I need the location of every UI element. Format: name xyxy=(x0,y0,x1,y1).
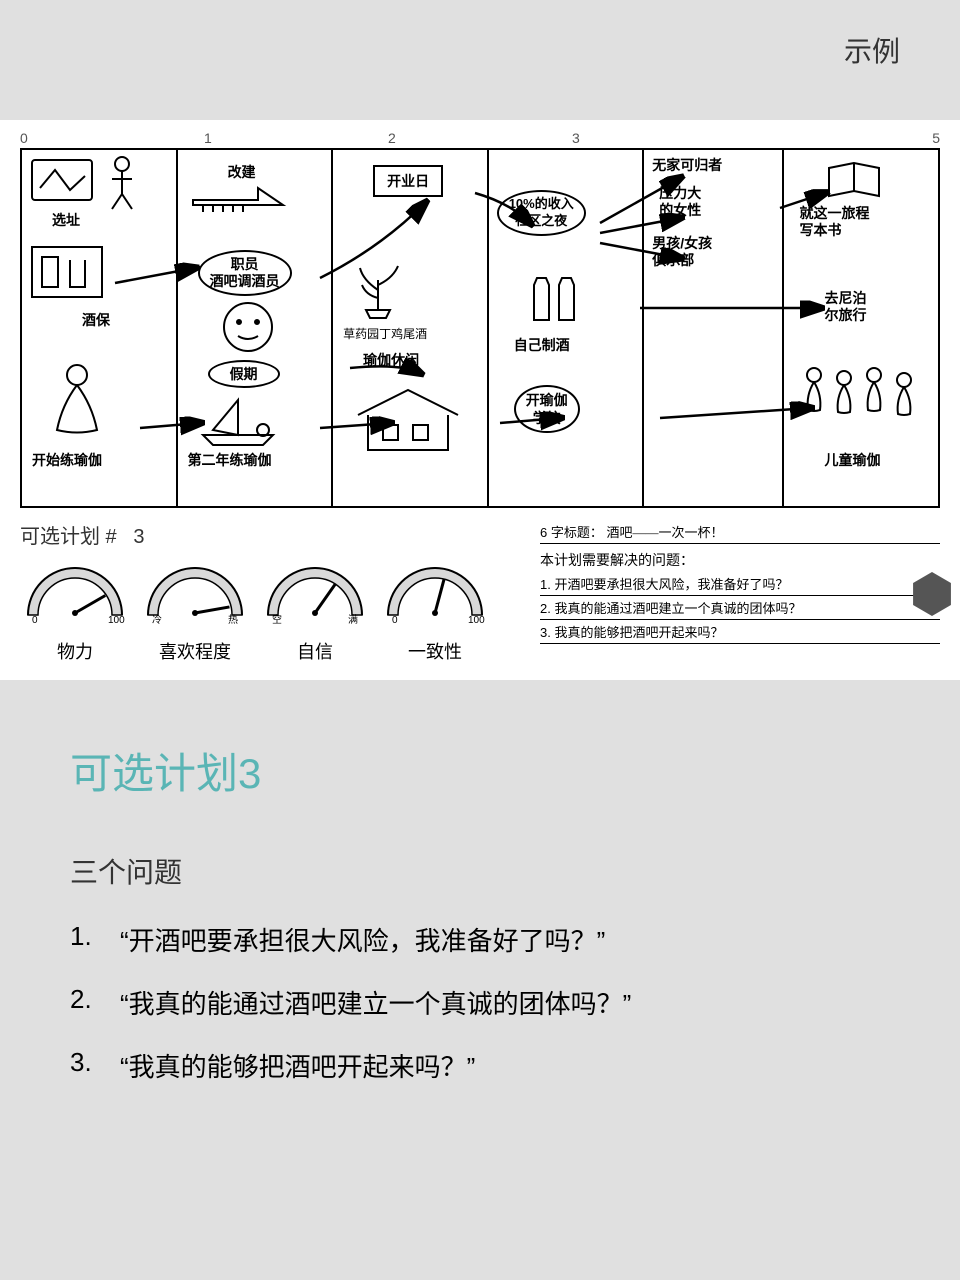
panel-5: 就这一旅程 写本书 去尼泊 尔旅行 儿童瑜伽 xyxy=(782,148,940,508)
label-book: 就这一旅程 写本书 xyxy=(799,205,869,239)
panel-3: 10%的收入 社区之夜 自己制酒 开瑜伽 学校 xyxy=(487,148,643,508)
svg-text:100: 100 xyxy=(468,615,485,625)
label-herbal: 草药园丁鸡尾酒 xyxy=(343,325,427,342)
label-stressed: 压力大 的女性 xyxy=(659,185,701,219)
label-homeless: 无家可归者 xyxy=(652,155,722,175)
label-yoga-school: 开瑜伽 学校 xyxy=(514,385,580,433)
person-icon xyxy=(102,154,142,214)
face-icon xyxy=(213,300,283,355)
yoga-icon xyxy=(37,360,117,440)
svg-text:热: 热 xyxy=(228,613,238,625)
problem-3: 3. 我真的能够把酒吧开起来吗？ xyxy=(540,620,940,644)
tick-2: 2 xyxy=(388,130,396,150)
label-staff: 职员 酒吧调酒员 xyxy=(198,250,292,296)
house-icon xyxy=(348,380,468,460)
question-3: “我真的能够把酒吧开起来吗？” xyxy=(70,1047,890,1084)
timeline-panels: 选址 酒保 开始练瑜伽 改建 职员 酒吧调酒员 假期 第二年练瑜伽 开业日 草药… xyxy=(20,148,940,508)
example-label: 示例 xyxy=(844,30,900,70)
gauge-label: 一致性 xyxy=(380,638,490,664)
svg-text:0: 0 xyxy=(392,615,398,625)
plan-diagram: 0 1 2 3 5 选址 酒保 开始练瑜伽 改建 职员 酒吧调酒员 假期 第二年… xyxy=(0,120,960,680)
label-site: 选址 xyxy=(52,210,80,230)
book-icon xyxy=(819,158,889,203)
gauge-dial-icon: 冷热 xyxy=(140,555,250,625)
gauges-area: 可选计划 # 3 0100物力冷热喜欢程度空满自信0100一致性 xyxy=(20,520,520,670)
gauge-2: 空满自信 xyxy=(260,555,370,664)
bottles-icon xyxy=(519,270,599,330)
subtitle: 三个问题 xyxy=(70,851,890,891)
content-area: 可选计划3 三个问题 “开酒吧要承担很大风险，我准备好了吗？” “我真的能通过酒… xyxy=(70,740,890,1110)
gauge-label: 喜欢程度 xyxy=(140,638,250,664)
label-bartender: 酒保 xyxy=(82,310,110,330)
question-1: “开酒吧要承担很大风险，我准备好了吗？” xyxy=(70,921,890,958)
main-title: 可选计划3 xyxy=(70,740,890,801)
panel-1: 改建 职员 酒吧调酒员 假期 第二年练瑜伽 xyxy=(176,148,332,508)
panel-2: 开业日 草药园丁鸡尾酒 瑜伽休闲 xyxy=(331,148,487,508)
svg-text:100: 100 xyxy=(108,615,125,625)
problems-label: 本计划需要解决的问题： xyxy=(540,550,940,570)
map-icon xyxy=(30,158,100,208)
question-2: “我真的能通过酒吧建立一个真诚的团体吗？” xyxy=(70,984,890,1021)
gauge-dial-icon: 0 100 xyxy=(20,555,130,625)
qa-area: 6 字标题： 酒吧——一次一杯！ 本计划需要解决的问题： 1. 开酒吧要承担很大… xyxy=(520,520,940,670)
tick-3: 3 xyxy=(572,130,580,150)
tick-0: 0 xyxy=(20,130,28,150)
label-self-brew: 自己制酒 xyxy=(514,335,570,355)
title6-value: 酒吧——一次一杯！ xyxy=(606,525,723,540)
timeline-ticks: 0 1 2 3 5 xyxy=(20,130,940,150)
label-nepal: 去尼泊 尔旅行 xyxy=(824,290,866,324)
gauge-label: 物力 xyxy=(20,638,130,664)
label-holiday: 假期 xyxy=(208,360,280,388)
svg-text:空: 空 xyxy=(272,613,282,625)
gauge-3: 0 100 一致性 xyxy=(380,555,490,664)
label-income: 10%的收入 社区之夜 xyxy=(497,190,586,236)
tick-1: 1 xyxy=(204,130,212,150)
label-yoga-y2: 第二年练瑜伽 xyxy=(188,450,272,470)
panel-0: 选址 酒保 开始练瑜伽 xyxy=(20,148,176,508)
gauge-1: 冷热喜欢程度 xyxy=(140,555,250,664)
label-yoga-start: 开始练瑜伽 xyxy=(32,450,102,470)
plan-label-text: 可选计划 # xyxy=(20,526,117,548)
six-word-title: 6 字标题： 酒吧——一次一杯！ xyxy=(540,520,940,544)
tick-5: 5 xyxy=(932,130,940,150)
label-kid-yoga: 儿童瑜伽 xyxy=(824,450,880,470)
problem-2: 2. 我真的能通过酒吧建立一个真诚的团体吗？ xyxy=(540,596,940,620)
label-kids-club: 男孩/女孩 俱乐部 xyxy=(652,235,712,269)
label-opening: 开业日 xyxy=(373,165,443,197)
shaker-icon xyxy=(30,245,110,305)
diagram-bottom-row: 可选计划 # 3 0100物力冷热喜欢程度空满自信0100一致性 6 字标题： … xyxy=(20,520,940,670)
boat-icon xyxy=(193,390,283,450)
plan-number-value: 3 xyxy=(133,526,144,548)
gauge-dial-icon: 0 100 xyxy=(380,555,490,625)
svg-text:冷: 冷 xyxy=(152,613,162,625)
title6-label: 6 字标题： xyxy=(540,525,603,540)
label-renovate: 改建 xyxy=(228,162,256,182)
saw-icon xyxy=(188,180,298,230)
panel-4: 无家可归者 压力大 的女性 男孩/女孩 俱乐部 xyxy=(642,148,782,508)
kids-icon xyxy=(794,360,924,440)
label-yoga-leisure: 瑜伽休闲 xyxy=(363,350,419,370)
problem-1: 1. 开酒吧要承担很大风险，我准备好了吗？ xyxy=(540,572,940,596)
gauges-row: 0100物力冷热喜欢程度空满自信0100一致性 xyxy=(20,555,520,664)
svg-text:0: 0 xyxy=(32,615,38,625)
plant-icon xyxy=(348,260,408,320)
gauge-label: 自信 xyxy=(260,638,370,664)
plan-number-label: 可选计划 # 3 xyxy=(20,520,520,549)
svg-text:满: 满 xyxy=(348,614,358,625)
question-list: “开酒吧要承担很大风险，我准备好了吗？” “我真的能通过酒吧建立一个真诚的团体吗… xyxy=(70,921,890,1084)
gauge-0: 0 100 物力 xyxy=(20,555,130,664)
gauge-dial-icon: 空满 xyxy=(260,555,370,625)
